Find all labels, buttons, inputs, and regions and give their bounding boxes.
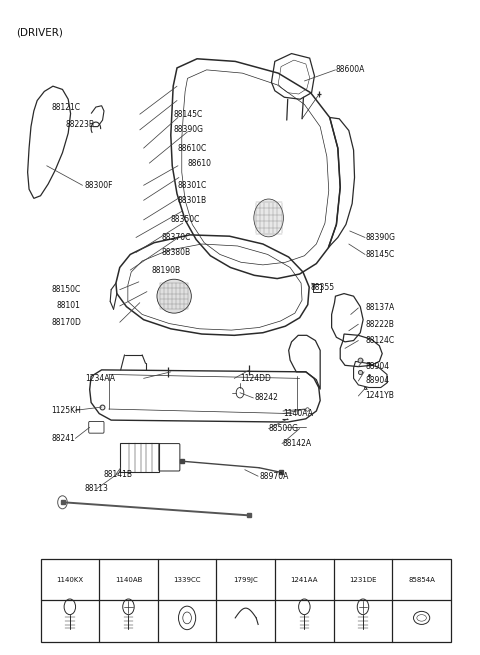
- Text: 88241: 88241: [51, 434, 75, 443]
- Text: 88970A: 88970A: [259, 472, 288, 481]
- Text: 88380B: 88380B: [161, 248, 191, 257]
- Text: 1140AA: 1140AA: [283, 409, 313, 418]
- Text: 88904: 88904: [365, 362, 389, 371]
- Text: 88223B: 88223B: [66, 119, 95, 128]
- Text: 88610C: 88610C: [178, 143, 207, 153]
- Text: 88150C: 88150C: [51, 285, 81, 294]
- Text: 88113: 88113: [85, 484, 109, 493]
- Text: 88242: 88242: [254, 394, 278, 402]
- Ellipse shape: [254, 199, 283, 237]
- Text: 88904: 88904: [365, 377, 389, 386]
- Text: 88170D: 88170D: [51, 318, 82, 327]
- Text: 88145C: 88145C: [173, 110, 203, 119]
- Text: 1125KH: 1125KH: [51, 406, 82, 415]
- Text: 88390G: 88390G: [173, 125, 203, 134]
- Text: 1241YB: 1241YB: [365, 392, 394, 400]
- Text: 88141B: 88141B: [104, 470, 133, 479]
- Text: 1234AA: 1234AA: [85, 374, 115, 383]
- Text: 88300F: 88300F: [85, 181, 113, 190]
- Text: 88301B: 88301B: [178, 196, 207, 205]
- Text: 1339CC: 1339CC: [173, 577, 201, 583]
- Text: 88145C: 88145C: [365, 250, 394, 259]
- Text: 88101: 88101: [56, 301, 80, 310]
- Text: 88124C: 88124C: [365, 336, 394, 345]
- Text: 88370C: 88370C: [161, 233, 191, 242]
- Text: 88390G: 88390G: [365, 233, 395, 242]
- Text: 88121C: 88121C: [51, 103, 81, 111]
- Text: (DRIVER): (DRIVER): [16, 28, 62, 37]
- Text: 1231DE: 1231DE: [349, 577, 377, 583]
- Ellipse shape: [157, 279, 192, 313]
- Text: 1799JC: 1799JC: [233, 577, 258, 583]
- Text: 1241AA: 1241AA: [290, 577, 318, 583]
- Text: 88190B: 88190B: [152, 266, 181, 274]
- Text: 1140AB: 1140AB: [115, 577, 142, 583]
- Text: 85854A: 85854A: [408, 577, 435, 583]
- Bar: [40, 559, 451, 642]
- Text: 1124DD: 1124DD: [240, 374, 271, 383]
- Text: 88301C: 88301C: [178, 181, 207, 190]
- Text: 88355: 88355: [311, 282, 335, 291]
- Text: 88600A: 88600A: [336, 66, 365, 75]
- Text: 88142A: 88142A: [283, 439, 312, 448]
- Bar: [312, 284, 321, 291]
- Text: 1140KX: 1140KX: [56, 577, 84, 583]
- Text: 88610: 88610: [188, 159, 212, 168]
- Text: 88500G: 88500G: [269, 424, 299, 433]
- Text: 88137A: 88137A: [365, 303, 394, 312]
- Text: 88350C: 88350C: [171, 215, 200, 225]
- Text: 88222B: 88222B: [365, 320, 394, 329]
